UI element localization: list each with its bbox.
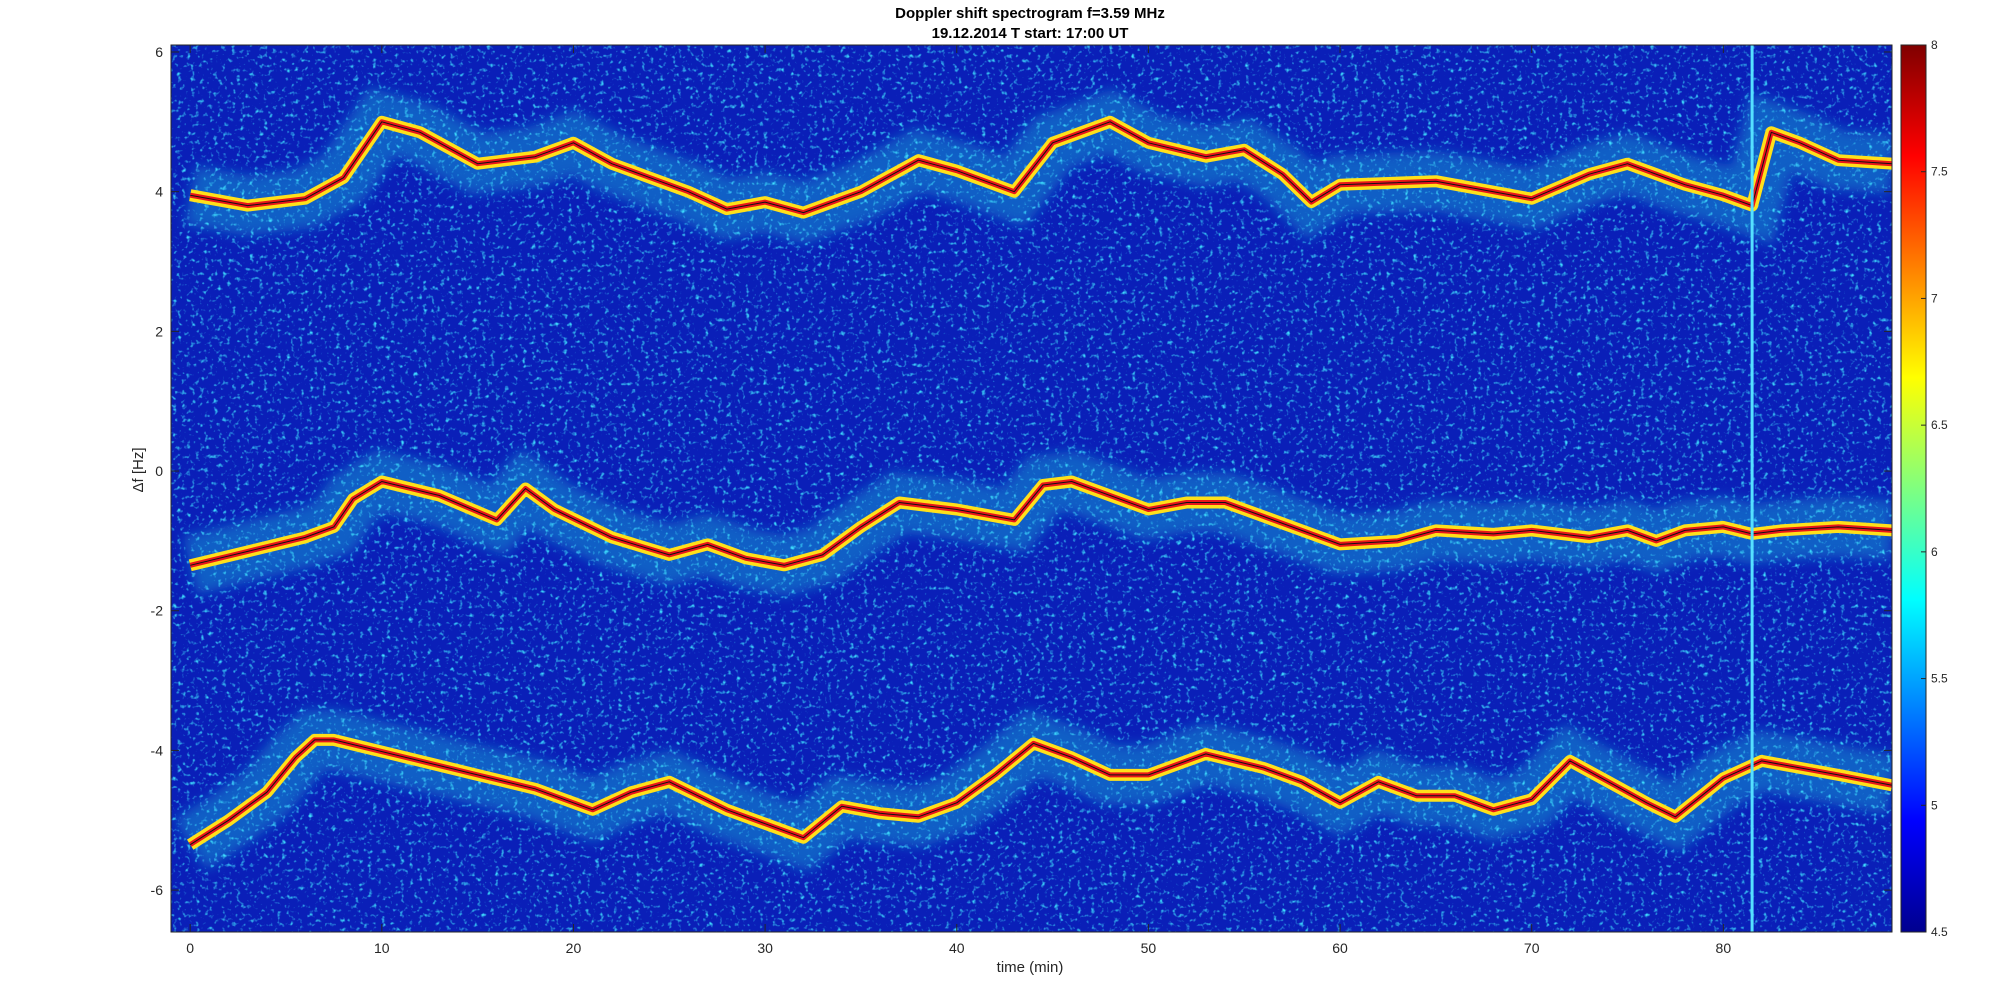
colorbar-ticks: 8 7.5 7 6.5 6 5.5 5 4.5 xyxy=(1921,38,1948,939)
x-tick-label: 10 xyxy=(374,940,390,956)
colorbar-tick-label: 6.5 xyxy=(1931,418,1948,432)
colorbar-tick-label: 6 xyxy=(1931,545,1938,559)
colorbar-tick-label: 8 xyxy=(1931,38,1938,52)
track-middle xyxy=(190,481,1892,566)
x-axis: 0 10 20 30 40 50 60 70 80 xyxy=(186,45,1731,956)
y-tick-label: 4 xyxy=(155,184,163,200)
y-tick-label: 6 xyxy=(155,44,163,60)
y-tick-label: -6 xyxy=(151,882,164,898)
colorbar-tick-label: 7 xyxy=(1931,291,1938,305)
x-tick-label: 80 xyxy=(1716,940,1732,956)
x-tick-label: 70 xyxy=(1524,940,1540,956)
x-tick-label: 30 xyxy=(757,940,773,956)
y-tick-label: -2 xyxy=(151,603,164,619)
signal-traces xyxy=(186,115,1892,850)
x-tick-label: 20 xyxy=(566,940,582,956)
track-upper xyxy=(190,121,1892,214)
x-tick-label: 40 xyxy=(949,940,965,956)
colorbar-tick-label: 5.5 xyxy=(1931,672,1948,686)
chart-title: Doppler shift spectrogram f=3.59 MHz xyxy=(895,5,1165,22)
plot-frame xyxy=(170,44,1893,933)
chart-subtitle: 19.12.2014 T start: 17:00 UT xyxy=(932,25,1129,42)
y-tick-label: -4 xyxy=(151,742,164,758)
y-tick-label: 0 xyxy=(155,463,163,479)
colorbar-tick-label: 4.5 xyxy=(1931,925,1948,939)
x-axis-label: time (min) xyxy=(997,959,1064,976)
colorbar-tick-label: 7.5 xyxy=(1931,165,1948,179)
y-axis: 6 4 2 0 -2 -4 -6 xyxy=(151,44,1892,898)
colorbar-tick-label: 5 xyxy=(1931,798,1938,812)
colorbar-gradient xyxy=(1900,44,1927,933)
x-tick-label: 50 xyxy=(1141,940,1157,956)
y-tick-label: 2 xyxy=(155,323,163,339)
y-axis-label: Δf [Hz] xyxy=(130,447,147,492)
plot-area xyxy=(171,45,1892,932)
x-tick-label: 0 xyxy=(186,940,194,956)
x-tick-label: 60 xyxy=(1332,940,1348,956)
colorbar: 8 7.5 7 6.5 6 5.5 5 4.5 xyxy=(1900,38,1948,939)
track-lower xyxy=(189,739,1892,846)
